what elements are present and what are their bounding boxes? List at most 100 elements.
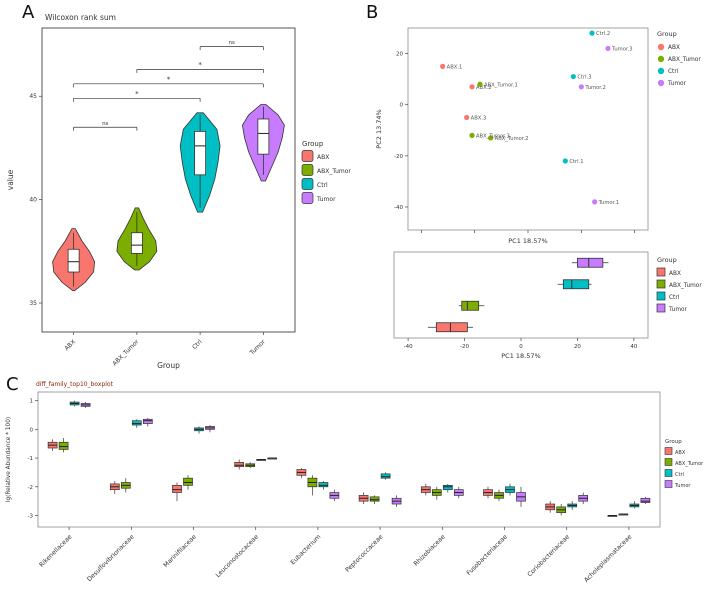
legend-swatch-Ctrl (664, 469, 673, 477)
legend-dot-Ctrl (657, 67, 665, 75)
panel-a-xlabel: Group (157, 361, 180, 370)
legend-swatch-Tumor (301, 192, 314, 204)
scatter-point-Tumor.3 (605, 45, 611, 52)
significance-label: ns (229, 40, 235, 46)
family-label: Marinifilaceae (162, 533, 198, 569)
scatter-point-ABX_Tumor.3 (469, 132, 475, 138)
y-tick-label: 40 (29, 197, 37, 204)
panel-b-letter: B (366, 2, 379, 23)
family-label: Acholeplasmataceae (583, 533, 634, 584)
legend-label: ABX_Tumor (669, 283, 702, 289)
legend-label: ABX (317, 154, 329, 161)
box-Ctrl-Peptococcaceae (380, 473, 391, 479)
point-label: Ctrl.3 (577, 75, 591, 81)
legend-label: ABX (668, 45, 680, 51)
box-ABX (67, 248, 80, 273)
point-label: ABX_Tumor.1 (484, 82, 518, 88)
panel-c-family-boxplot: diff_family_top10_boxplot 1 0 -1 -2 -3 lg(Rela… (6, 381, 704, 584)
legend-label: Ctrl (317, 182, 328, 189)
hbox-ABX (435, 322, 468, 333)
family-label: Leuconostocaceae (215, 533, 261, 579)
box-ABX-Marinifilaceae (172, 485, 182, 493)
legend-swatch-Tumor (656, 303, 666, 313)
scatter-point-ABX.2 (469, 84, 475, 90)
legend-label: Ctrl (668, 69, 679, 75)
family-label: Eubacterium (290, 533, 323, 566)
point-label: Ctrl.2 (596, 31, 610, 37)
box-Ctrl-Rhizobiaceae (442, 485, 453, 491)
scatter-point-Ctrl.2 (589, 30, 595, 36)
box-ABX_Tumor-Rikenellaceae (58, 441, 69, 450)
legend-dot-ABX_Tumor (657, 55, 665, 63)
scatter-point-ABX_Tumor.1 (477, 81, 483, 87)
legend-title: Group (657, 30, 677, 38)
y-tick-label: 0 (400, 103, 404, 109)
y-tick-label: -3 (28, 514, 34, 520)
x-tick-label: ABX (63, 338, 77, 352)
point-label: ABX_Tumor.3 (476, 133, 510, 139)
scatter-point-Tumor.1 (592, 199, 598, 205)
panel-a-letter: A (22, 2, 35, 23)
panel-b-scatter-xlabel: PC1 18.57% (508, 237, 547, 245)
legend-swatch-ABX (664, 447, 673, 455)
hbox-Tumor (577, 257, 604, 268)
legend-dot-Tumor (657, 79, 665, 87)
point-label: Tumor.3 (611, 46, 633, 52)
legend-label: ABX (675, 450, 686, 456)
panel-b-box-border (393, 251, 649, 339)
scatter-point-ABX_Tumor.2 (488, 135, 494, 141)
family-label: Rhizobiaceae (413, 533, 447, 567)
legend-label: ABX (669, 271, 681, 277)
legend-dot-ABX (657, 43, 665, 51)
box-ABX_Tumor (130, 232, 143, 254)
y-tick-label: -1 (28, 456, 33, 462)
box-Ctrl-Desulfovibrionaceae (131, 420, 142, 426)
legend-label: Ctrl (675, 472, 684, 478)
point-label: ABX_Tumor.2 (495, 136, 529, 142)
scatter-point-Tumor.2 (578, 84, 584, 90)
box-Ctrl (194, 131, 207, 176)
panel-c-letter: C (6, 374, 19, 395)
panel-c-plot-border (37, 391, 661, 528)
scatter-point-Ctrl.3 (570, 73, 576, 80)
legend-label: ABX_Tumor (675, 461, 704, 467)
legend-title: Group (657, 256, 677, 264)
point-label: ABX.1 (447, 64, 463, 70)
panel-b-ylabel: PC2 13.74% (375, 109, 383, 148)
legend-swatch-ABX_Tumor (656, 279, 666, 289)
point-label: Tumor.1 (598, 200, 620, 206)
box-ABX_Tumor-Marinifilaceae (183, 477, 193, 486)
box-Tumor (257, 118, 270, 155)
panel-a-violin-box-plot: Wilcoxon rank sum 35 40 45 ABX ABX_Tumor Ctrl T… (6, 13, 351, 370)
x-tick-label: 0 (519, 344, 523, 350)
x-tick-label: ABX_Tumor (111, 338, 140, 367)
hbox-Ctrl (562, 279, 590, 290)
y-tick-label: -20 (394, 154, 403, 160)
point-label: ABX.3 (471, 115, 487, 121)
legend-label: Tumor (316, 196, 336, 203)
legend-title: Group (302, 140, 324, 148)
y-tick-label: 0 (30, 427, 34, 433)
legend-label: ABX_Tumor (668, 57, 701, 63)
y-tick-label: 35 (29, 300, 37, 307)
y-tick-label: 45 (29, 93, 37, 100)
legend-swatch-ABX (301, 150, 314, 162)
legend-swatch-Tumor (664, 480, 673, 488)
family-label: Fusobacteriaceae (466, 533, 510, 577)
x-tick-label: 40 (630, 344, 637, 350)
scatter-point-Ctrl.1 (562, 158, 568, 164)
panel-a-title: Wilcoxon rank sum (45, 13, 116, 22)
point-label: ABX.2 (476, 85, 492, 91)
box-ABX-Leuconostocaceae (234, 462, 245, 468)
legend-swatch-Ctrl (656, 291, 666, 301)
family-label: Desulfovibrionaceae (86, 533, 136, 583)
panel-a-ylabel: value (6, 169, 15, 190)
y-tick-label: -40 (394, 205, 403, 211)
family-label: Peptococcaceae (344, 533, 384, 573)
box-ABX_Tumor-Peptococcaceae (369, 496, 380, 502)
legend-label: Ctrl (669, 295, 680, 301)
significance-label: ns (102, 121, 108, 127)
y-tick-label: 20 (396, 52, 403, 58)
x-tick-label: -20 (460, 344, 469, 350)
